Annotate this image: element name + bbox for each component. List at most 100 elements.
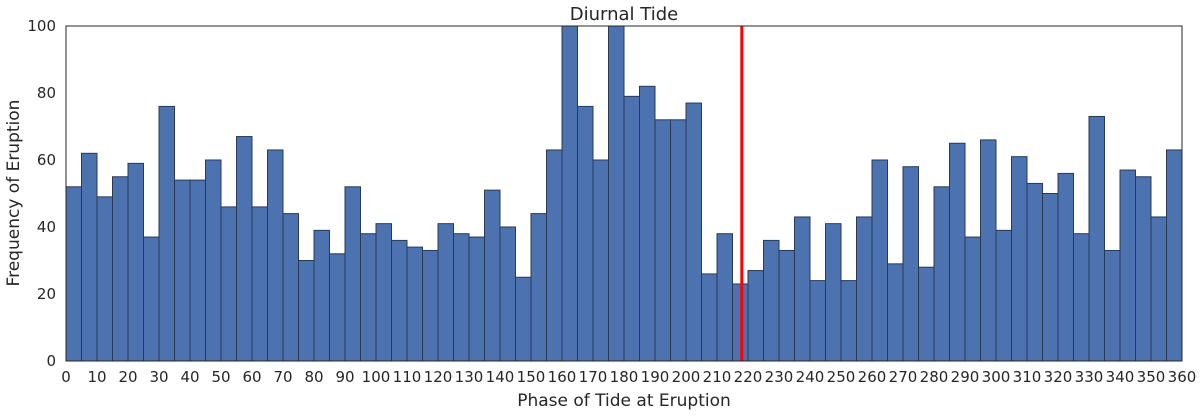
histogram-bar	[1011, 156, 1028, 362]
histogram-bar	[1135, 176, 1152, 362]
chart-title: Diurnal Tide	[570, 4, 678, 25]
histogram-bar	[592, 159, 609, 362]
histogram-bar	[995, 229, 1012, 362]
histogram-bar	[329, 253, 346, 362]
histogram-bar	[437, 223, 454, 362]
histogram-bar	[375, 223, 392, 362]
histogram-bar	[902, 166, 919, 362]
histogram-bar	[158, 105, 175, 362]
histogram-bar	[763, 239, 780, 362]
histogram-bar	[406, 246, 423, 362]
histogram-bar	[747, 270, 764, 362]
histogram-bar	[608, 25, 625, 362]
x-tick-label: 0	[61, 368, 71, 386]
histogram-bar	[577, 105, 594, 362]
histogram-bar	[189, 179, 206, 362]
y-axis-ticks: 0 20 40 60 80 100	[27, 17, 56, 370]
x-tick-label: 60	[242, 368, 261, 386]
histogram-bar	[623, 95, 640, 362]
x-tick-label: 30	[149, 368, 168, 386]
histogram-bar	[65, 186, 82, 362]
x-tick-label: 210	[703, 368, 732, 386]
histogram-bar	[840, 280, 857, 362]
x-tick-label: 40	[180, 368, 199, 386]
x-tick-label: 310	[1013, 368, 1042, 386]
histogram-bar	[1150, 216, 1167, 362]
histogram-bar	[716, 233, 733, 362]
histogram-bar	[949, 142, 966, 362]
x-tick-label: 20	[118, 368, 137, 386]
histogram-bar	[143, 236, 160, 362]
y-tick-label: 100	[27, 17, 56, 35]
histogram-bar	[1026, 182, 1043, 362]
x-tick-label: 140	[486, 368, 515, 386]
x-tick-label: 90	[335, 368, 354, 386]
histogram-bar	[251, 206, 268, 362]
x-tick-label: 170	[579, 368, 608, 386]
histogram-bar	[639, 85, 656, 362]
x-tick-label: 150	[517, 368, 546, 386]
histogram-bar	[1073, 233, 1090, 362]
histogram-bar	[1119, 169, 1136, 362]
histogram-bar	[298, 260, 315, 362]
x-tick-label: 10	[87, 368, 106, 386]
histogram-bar	[468, 236, 485, 362]
histogram-bar	[1042, 193, 1059, 362]
x-tick-label: 270	[889, 368, 918, 386]
x-tick-label: 220	[734, 368, 763, 386]
histogram-bar	[964, 236, 981, 362]
histogram-bar	[778, 249, 795, 362]
histogram-bar	[561, 25, 578, 362]
y-tick-label: 40	[37, 218, 56, 236]
histogram-bar	[1057, 172, 1074, 362]
histogram-bar	[205, 159, 222, 362]
histogram-bar	[685, 102, 702, 362]
y-tick-label: 60	[37, 151, 56, 169]
histogram-bar	[530, 213, 547, 362]
histogram-bar	[267, 149, 284, 362]
histogram-bar	[871, 159, 888, 362]
histogram-bar	[825, 223, 842, 362]
histogram-bar	[220, 206, 237, 362]
histogram-bar	[654, 119, 671, 362]
histogram-bar	[236, 136, 253, 362]
histogram-bar	[809, 280, 826, 362]
x-tick-label: 300	[982, 368, 1011, 386]
histogram-bar	[344, 186, 361, 362]
histogram-bar	[174, 179, 191, 362]
x-tick-label: 260	[858, 368, 887, 386]
x-tick-label: 330	[1075, 368, 1104, 386]
histogram-bar	[856, 216, 873, 362]
histogram-bar	[933, 186, 950, 362]
x-tick-label: 250	[827, 368, 856, 386]
histogram-bar	[391, 239, 408, 362]
x-tick-label: 50	[211, 368, 230, 386]
histogram-bar	[515, 276, 532, 362]
histogram-bar	[1104, 249, 1121, 362]
histogram-bar	[453, 233, 470, 362]
histogram-bar	[794, 216, 811, 362]
plot-frame	[65, 25, 1183, 362]
x-tick-label: 340	[1106, 368, 1135, 386]
bars-group	[65, 25, 1183, 362]
x-axis-label: Phase of Tide at Eruption	[517, 391, 731, 411]
histogram-bar	[670, 119, 687, 362]
y-tick-label: 20	[37, 285, 56, 303]
histogram-bar	[282, 213, 299, 362]
x-tick-label: 180	[610, 368, 639, 386]
histogram-bar	[1166, 149, 1183, 362]
histogram-bar	[360, 233, 377, 362]
histogram-bar	[1088, 115, 1105, 362]
x-tick-label: 230	[765, 368, 794, 386]
histogram-bar	[422, 249, 439, 362]
x-tick-label: 190	[641, 368, 670, 386]
histogram-bar	[112, 176, 129, 362]
histogram-bar	[96, 196, 113, 362]
histogram-bar	[81, 152, 98, 362]
x-tick-label: 130	[455, 368, 484, 386]
x-tick-label: 110	[393, 368, 422, 386]
y-tick-label: 0	[46, 352, 56, 370]
x-tick-label: 290	[951, 368, 980, 386]
x-tick-label: 350	[1137, 368, 1166, 386]
